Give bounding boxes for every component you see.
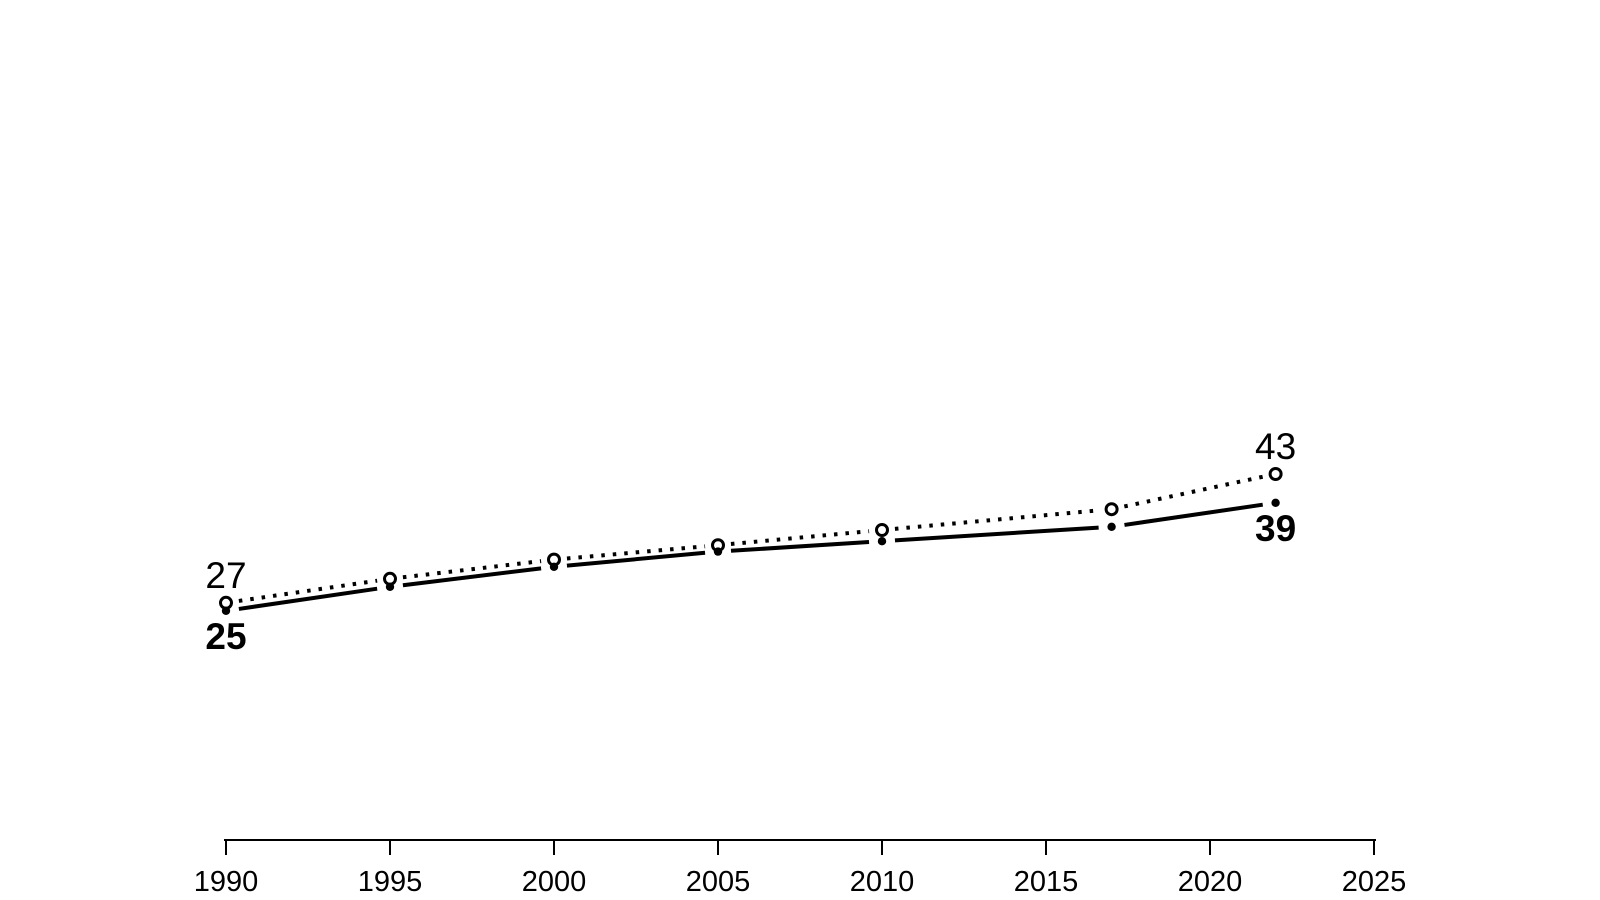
x-axis-tick-label: 2015 [1014,866,1079,898]
series-0-line-segment [402,559,542,580]
series-1-line-segment [1124,502,1264,527]
x-axis-tick-label: 1995 [358,866,423,898]
x-axis-tick-label: 2000 [522,866,587,898]
marker-open-circle [1104,502,1119,517]
marker-filled-circle [1107,522,1116,531]
marker-filled-circle [385,582,395,591]
x-axis-tick-label: 2025 [1342,866,1407,898]
marker-filled-circle [1271,498,1280,507]
series-1-line-segment [402,566,542,588]
series-0-line-segment [730,529,870,546]
marker-open-circle [875,523,889,537]
series-1-line-segment [894,525,1099,543]
data-label: 27 [205,555,246,596]
x-axis-tick-label: 1990 [194,866,259,898]
marker-filled-circle [549,562,559,571]
series-1-line-segment [238,586,378,611]
series-1-line-segment [566,550,706,568]
marker-filled-circle [877,537,887,546]
series-0-line-segment [894,508,1099,531]
marker-filled-circle [713,547,723,556]
series-0-line-segment [566,544,706,561]
series-1-line-segment [730,540,870,553]
marker-open-circle [1268,467,1283,481]
series-0-line-segment [238,578,378,603]
data-label: 25 [205,616,246,657]
data-label: 39 [1255,508,1296,549]
series-0-line-segment [1123,474,1264,509]
marker-filled-circle [221,606,231,615]
x-axis-tick-label: 2020 [1178,866,1243,898]
x-axis-tick-label: 2010 [850,866,915,898]
data-label: 43 [1255,426,1296,467]
x-axis-tick-label: 2005 [686,866,751,898]
